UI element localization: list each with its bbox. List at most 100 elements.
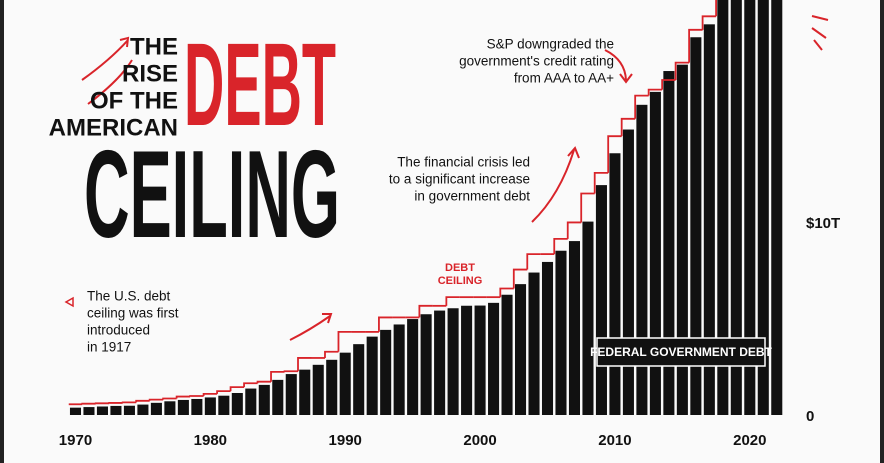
x-tick-label: 1970 [59, 432, 92, 449]
bar [366, 336, 378, 415]
bar [501, 294, 513, 415]
bar [380, 329, 392, 415]
ceiling-step [593, 171, 609, 194]
bar [218, 395, 230, 415]
bar [123, 405, 135, 415]
annotation: in government debt [414, 189, 530, 204]
annotation: to a significant increase [389, 172, 530, 187]
ceiling-step [135, 399, 150, 403]
annotation: introduced [87, 323, 150, 338]
ceiling-step [297, 357, 312, 372]
bar [177, 399, 189, 415]
ceiling-step [499, 287, 514, 298]
x-tick-label: 2020 [733, 432, 766, 449]
ceiling-step [566, 221, 582, 239]
ceiling-step [620, 117, 636, 137]
annotation: from AAA to AA+ [514, 71, 614, 86]
bar [568, 241, 581, 415]
bar [353, 344, 365, 415]
ceiling-step [202, 392, 218, 396]
ceiling-step [715, 0, 717, 17]
ceiling-step [445, 296, 460, 306]
decor-arrows [64, 15, 829, 341]
bar [703, 24, 715, 416]
bar [461, 305, 473, 415]
bar [595, 185, 607, 415]
bar [757, 0, 769, 416]
title-line: RISE [122, 60, 178, 87]
annotation: in 1917 [87, 340, 131, 355]
plot [68, 0, 783, 416]
bar [69, 407, 82, 415]
title-line: THE [130, 33, 178, 60]
ceiling-step [337, 330, 352, 352]
bar [150, 402, 162, 415]
ceiling-step [148, 398, 164, 401]
y-tick-label: $10T [806, 215, 840, 232]
annotation: The financial crisis led [397, 155, 530, 170]
bar [744, 0, 756, 416]
title-highlight: DEBT [184, 19, 336, 151]
bar [636, 104, 648, 415]
bar [83, 407, 95, 415]
x-tick-label: 2010 [598, 432, 631, 449]
title-line: OF THE [90, 87, 178, 114]
bar [285, 374, 297, 415]
x-tick-label: 2000 [463, 432, 496, 449]
bar [771, 0, 783, 415]
bar [622, 129, 634, 415]
ceiling-step [81, 402, 96, 405]
bar [474, 305, 486, 415]
bar [447, 308, 459, 415]
bar [204, 397, 216, 415]
bar [312, 364, 324, 415]
ceiling-step [121, 401, 137, 404]
ceiling-step [270, 370, 285, 382]
ceiling-step [229, 386, 245, 392]
bar [649, 91, 661, 416]
bar [541, 261, 554, 415]
bar [676, 64, 688, 416]
bar [299, 369, 311, 415]
bar [515, 284, 527, 415]
x-tick-label: 1980 [194, 432, 227, 449]
ceiling-step [378, 316, 393, 332]
bar [730, 0, 742, 415]
ceiling-step [512, 268, 528, 289]
ceiling-step [661, 79, 676, 90]
x-tick-label: 1990 [329, 432, 362, 449]
series-label: DEBT CEILING [437, 262, 483, 287]
bar [164, 401, 176, 415]
ceiling-step [526, 253, 541, 270]
ceiling-step [283, 370, 299, 373]
y-tick-label: 0 [806, 408, 814, 425]
bar [488, 302, 500, 415]
ceiling-step [324, 350, 339, 358]
annotation: ceiling was first [87, 306, 179, 321]
bar [434, 310, 446, 415]
bar [393, 324, 405, 415]
bar [528, 272, 540, 415]
ceiling-step [256, 380, 272, 384]
bar [96, 406, 108, 415]
bar [690, 37, 702, 416]
ceiling-step [688, 28, 703, 63]
ceiling-step [647, 88, 663, 96]
ceiling-step [418, 304, 433, 318]
bar [272, 379, 284, 415]
legend-label: FEDERAL GOVERNMENT DEBT [590, 345, 772, 359]
bar [258, 384, 270, 415]
ceiling-step [580, 192, 595, 223]
ceiling-step [175, 395, 191, 399]
bar [231, 392, 243, 415]
bar [326, 359, 338, 415]
bar [609, 153, 621, 415]
bar [582, 221, 594, 415]
title-bottom: CEILING [84, 126, 340, 264]
bar [407, 319, 419, 415]
ceiling-step [216, 390, 231, 394]
bar [663, 71, 675, 415]
ceiling-step [162, 397, 177, 400]
ceiling-step [634, 94, 649, 119]
